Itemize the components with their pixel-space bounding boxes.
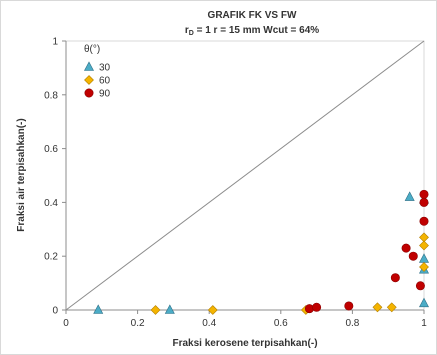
x-tick-label: 0 [63, 318, 69, 329]
data-point-60 [419, 262, 429, 272]
plot-area: 0 0.2 0.4 0.6 0.8 1 0 0.2 0.4 0.6 0.8 1 [44, 37, 429, 329]
legend-marker-30 [84, 61, 94, 71]
legend-label-30: 30 [99, 63, 111, 74]
data-point-60 [419, 240, 429, 251]
y-tick-label: 0.2 [44, 252, 58, 263]
data-point-90 [419, 189, 429, 199]
y-tick-label: 0.8 [44, 90, 58, 101]
series-90 [304, 189, 429, 314]
legend-label-90: 90 [99, 89, 111, 100]
x-tick-label: 0.4 [202, 318, 216, 329]
data-point-90 [401, 243, 411, 253]
x-tick-label: 0.2 [131, 318, 145, 329]
data-point-30 [164, 304, 175, 314]
data-point-90 [312, 302, 322, 312]
data-point-90 [415, 281, 425, 291]
chart-subtitle: rD = 1 r = 15 mm Wcut = 64% [185, 25, 319, 37]
legend: θ(°) 30 60 90 [84, 44, 111, 100]
y-tick-label: 1 [52, 37, 58, 48]
reference-diagonal-line [65, 40, 425, 311]
legend-marker-90 [84, 88, 94, 98]
data-point-60 [372, 302, 383, 313]
y-tick-label: 0.4 [44, 198, 58, 209]
y-tick-label: 0 [52, 306, 58, 317]
data-point-60 [150, 305, 161, 315]
y-tick-label: 0.6 [44, 144, 58, 155]
x-tick-label: 0.8 [345, 318, 359, 329]
data-point-90 [390, 273, 400, 283]
data-point-60 [386, 302, 397, 313]
y-axis-title: Fraksi air terpisahkan(-) [16, 118, 27, 231]
data-point-60 [207, 305, 218, 315]
data-point-90 [344, 301, 354, 311]
data-point-30 [419, 297, 429, 308]
data-point-90 [419, 216, 429, 226]
legend-label-60: 60 [99, 76, 111, 87]
legend-title: θ(°) [84, 44, 100, 55]
x-tick-label: 1 [421, 318, 427, 329]
data-point-90 [419, 197, 429, 207]
data-point-30 [93, 304, 104, 314]
data-point-30 [404, 191, 415, 201]
x-axis-title: Fraksi kerosene terpisahkan(-) [172, 338, 317, 349]
chart-title: GRAFIK FK VS FW [208, 10, 297, 21]
data-point-90 [408, 251, 418, 261]
x-tick-label: 0.6 [274, 318, 288, 329]
legend-marker-60 [84, 75, 94, 85]
